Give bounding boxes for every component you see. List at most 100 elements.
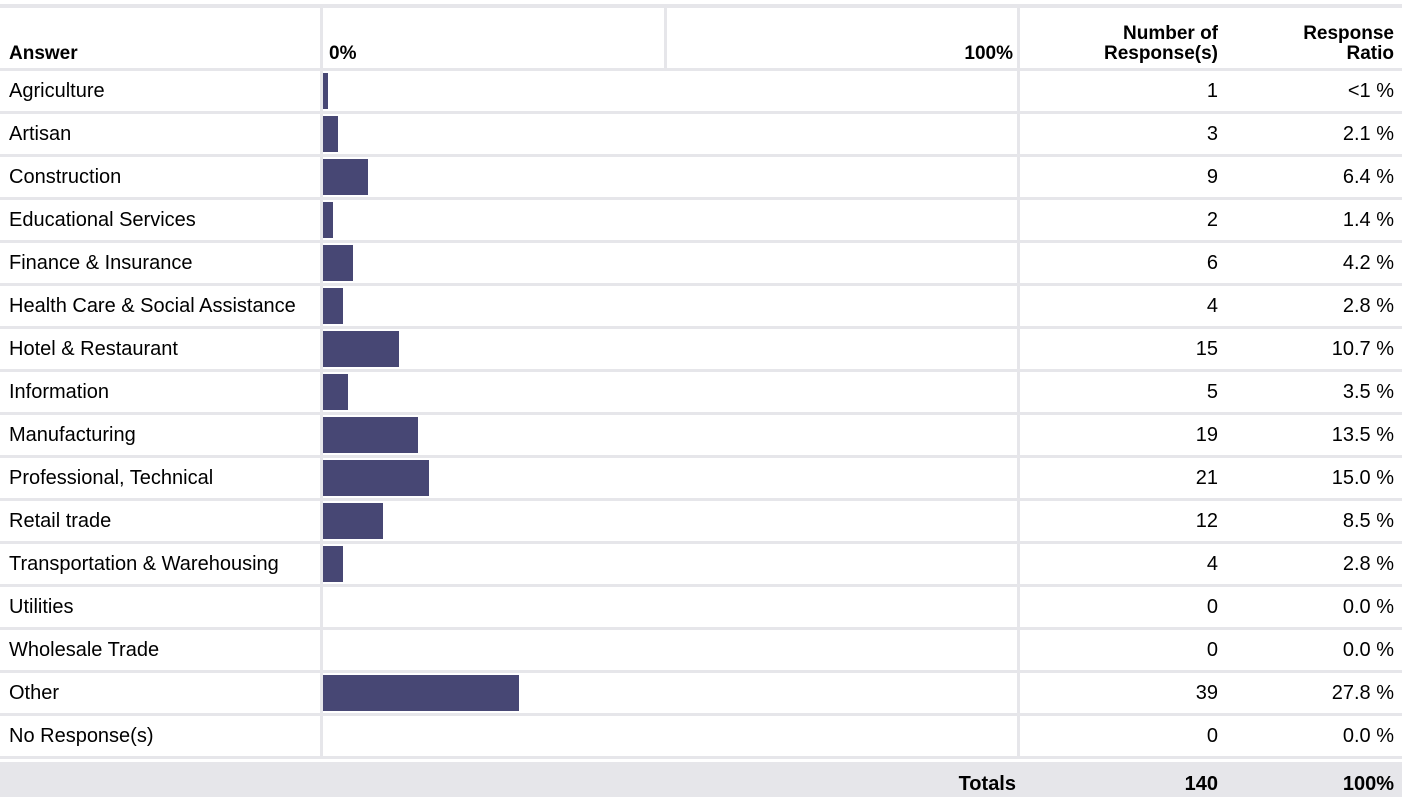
bar-track	[320, 243, 1020, 286]
answer-label: Agriculture	[0, 71, 320, 114]
response-ratio: 0.0 %	[1230, 716, 1402, 759]
response-count: 0	[1020, 630, 1230, 673]
response-bar	[323, 116, 338, 152]
count-header-line1: Number of	[1123, 23, 1218, 44]
answer-label: Utilities	[0, 587, 320, 630]
bar-track	[320, 501, 1020, 544]
response-ratio: 15.0 %	[1230, 458, 1402, 501]
response-ratio: 10.7 %	[1230, 329, 1402, 372]
response-count: 5	[1020, 372, 1230, 415]
scale-start-label: 0%	[320, 4, 664, 71]
response-ratio: <1 %	[1230, 71, 1402, 114]
count-column-header: Number of Response(s)	[1020, 4, 1230, 71]
response-bar	[323, 546, 343, 582]
response-ratio: 8.5 %	[1230, 501, 1402, 544]
table-row: Health Care & Social Assistance 4 2.8 %	[0, 286, 1402, 329]
response-bar	[323, 288, 343, 324]
response-bar	[323, 331, 399, 367]
response-count: 9	[1020, 157, 1230, 200]
bar-track	[320, 114, 1020, 157]
response-count: 6	[1020, 243, 1230, 286]
bar-track	[320, 630, 1020, 673]
response-ratio: 6.4 %	[1230, 157, 1402, 200]
response-ratio: 3.5 %	[1230, 372, 1402, 415]
answer-label: Hotel & Restaurant	[0, 329, 320, 372]
response-count: 19	[1020, 415, 1230, 458]
bar-track	[320, 458, 1020, 501]
table-row: Manufacturing 19 13.5 %	[0, 415, 1402, 458]
table-row: No Response(s) 0 0.0 %	[0, 716, 1402, 759]
totals-count: 140	[1020, 759, 1230, 797]
response-count: 39	[1020, 673, 1230, 716]
response-ratio: 1.4 %	[1230, 200, 1402, 243]
response-count: 12	[1020, 501, 1230, 544]
answer-label: No Response(s)	[0, 716, 320, 759]
table-row: Utilities 0 0.0 %	[0, 587, 1402, 630]
response-bar	[323, 417, 418, 453]
answer-label: Educational Services	[0, 200, 320, 243]
response-bar	[323, 245, 353, 281]
totals-ratio: 100%	[1230, 759, 1402, 797]
results-table: Answer 0% 100% Number of Response(s) Res…	[0, 4, 1402, 797]
ratio-header-line1: Response	[1303, 23, 1394, 44]
answer-label: Transportation & Warehousing	[0, 544, 320, 587]
answer-label: Professional, Technical	[0, 458, 320, 501]
response-ratio: 0.0 %	[1230, 587, 1402, 630]
table-row: Other 39 27.8 %	[0, 673, 1402, 716]
answer-label: Health Care & Social Assistance	[0, 286, 320, 329]
response-bar	[323, 374, 348, 410]
bar-track	[320, 716, 1020, 759]
response-ratio: 0.0 %	[1230, 630, 1402, 673]
response-ratio: 4.2 %	[1230, 243, 1402, 286]
bar-track	[320, 673, 1020, 716]
bar-track	[320, 415, 1020, 458]
response-ratio: 27.8 %	[1230, 673, 1402, 716]
response-count: 4	[1020, 544, 1230, 587]
bar-track	[320, 372, 1020, 415]
table-row: Artisan 3 2.1 %	[0, 114, 1402, 157]
answer-label: Construction	[0, 157, 320, 200]
answer-label: Retail trade	[0, 501, 320, 544]
ratio-header-line2: Ratio	[1346, 43, 1395, 64]
bar-track	[320, 200, 1020, 243]
answer-label: Finance & Insurance	[0, 243, 320, 286]
table-row: Finance & Insurance 6 4.2 %	[0, 243, 1402, 286]
response-ratio: 2.8 %	[1230, 286, 1402, 329]
table-row: Retail trade 12 8.5 %	[0, 501, 1402, 544]
response-bar	[323, 73, 328, 109]
ratio-column-header: Response Ratio	[1230, 4, 1402, 71]
bar-track	[320, 71, 1020, 114]
response-bar	[323, 503, 383, 539]
table-row: Transportation & Warehousing 4 2.8 %	[0, 544, 1402, 587]
answer-label: Wholesale Trade	[0, 630, 320, 673]
table-row: Educational Services 2 1.4 %	[0, 200, 1402, 243]
response-count: 0	[1020, 716, 1230, 759]
answer-label: Manufacturing	[0, 415, 320, 458]
answer-column-header: Answer	[0, 4, 320, 71]
table-row: Professional, Technical 21 15.0 %	[0, 458, 1402, 501]
bar-track	[320, 286, 1020, 329]
totals-row: Totals 140 100%	[0, 759, 1402, 797]
bar-track	[320, 329, 1020, 372]
table-row: Agriculture 1 <1 %	[0, 71, 1402, 114]
bar-track	[320, 587, 1020, 630]
table-row: Construction 9 6.4 %	[0, 157, 1402, 200]
response-bar	[323, 202, 333, 238]
response-bar	[323, 675, 519, 711]
response-ratio: 2.8 %	[1230, 544, 1402, 587]
count-header-line2: Response(s)	[1103, 43, 1218, 64]
response-ratio: 2.1 %	[1230, 114, 1402, 157]
response-count: 15	[1020, 329, 1230, 372]
response-count: 1	[1020, 71, 1230, 114]
response-ratio: 13.5 %	[1230, 415, 1402, 458]
table-row: Hotel & Restaurant 15 10.7 %	[0, 329, 1402, 372]
response-count: 0	[1020, 587, 1230, 630]
scale-end-label: 100%	[664, 4, 1020, 71]
bar-track	[320, 157, 1020, 200]
table-row: Information 5 3.5 %	[0, 372, 1402, 415]
response-count: 3	[1020, 114, 1230, 157]
response-count: 2	[1020, 200, 1230, 243]
answer-label: Other	[0, 673, 320, 716]
answer-rows: Agriculture 1 <1 % Artisan 3 2.1 % Constructio…	[0, 71, 1402, 759]
totals-label: Totals	[664, 759, 1020, 797]
